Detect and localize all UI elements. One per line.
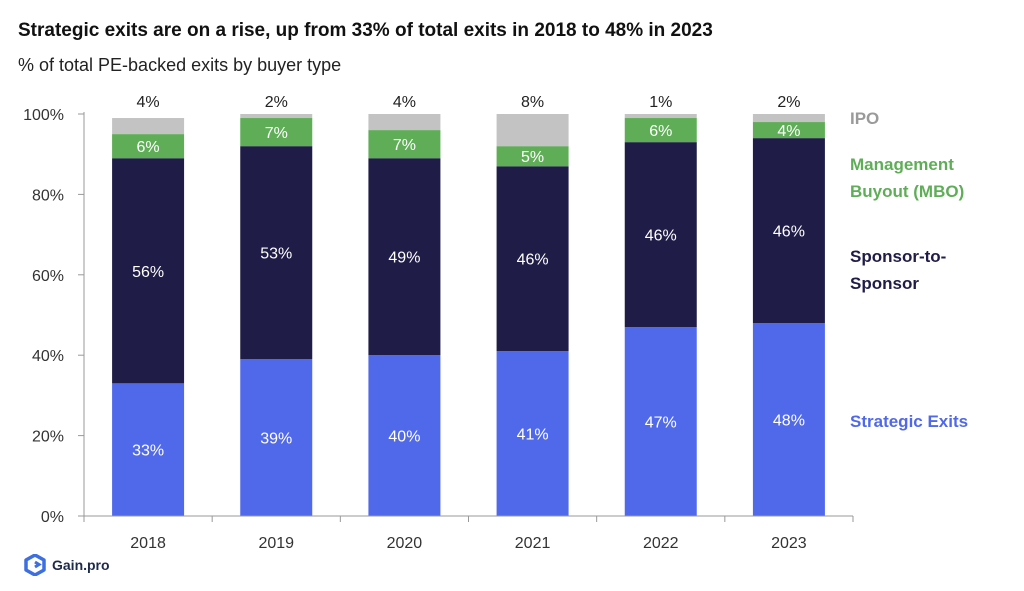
bar-segment: [496, 166, 569, 352]
data-label: 41%: [517, 427, 549, 444]
bar-segment: [624, 118, 697, 143]
data-label: 6%: [649, 123, 672, 140]
data-label: 49%: [388, 250, 420, 267]
data-label: 46%: [773, 224, 805, 241]
bar-segment: [368, 130, 441, 159]
y-tick-label: 60%: [32, 268, 64, 285]
bar-segment: [752, 323, 825, 516]
bar-segment: [368, 355, 441, 516]
data-label: 40%: [388, 429, 420, 446]
data-label: 47%: [645, 415, 677, 432]
y-tick-label: 40%: [32, 348, 64, 365]
bar-segment: [496, 146, 569, 167]
brand-name: Gain.pro: [52, 557, 110, 573]
data-label: 48%: [773, 413, 805, 430]
legend-label: Management: [850, 155, 954, 174]
chart-subtitle: % of total PE-backed exits by buyer type: [18, 55, 342, 75]
bar-segment: [624, 142, 697, 328]
x-tick-label: 2021: [515, 535, 551, 552]
data-label: 4%: [137, 94, 160, 111]
data-label: 7%: [265, 125, 288, 142]
bar-segment: [112, 118, 185, 135]
data-label: 1%: [649, 94, 672, 111]
data-label: 6%: [137, 139, 160, 156]
bar-segment: [240, 146, 313, 360]
legend-label: IPO: [850, 109, 879, 128]
legend-label: Sponsor: [850, 274, 919, 293]
y-tick-label: 0%: [41, 509, 64, 526]
y-tick-label: 20%: [32, 429, 64, 446]
y-tick-label: 100%: [23, 107, 64, 124]
legend-label: Strategic Exits: [850, 412, 968, 431]
x-tick-label: 2023: [771, 535, 807, 552]
bar-segment: [240, 118, 313, 147]
bar-segment: [752, 138, 825, 324]
brand-logo: Gain.pro: [24, 554, 110, 576]
legend-label: Sponsor-to-: [850, 247, 946, 266]
bar-segment: [496, 114, 569, 147]
bar-segment: [240, 359, 313, 516]
data-label: 53%: [260, 246, 292, 263]
data-label: 4%: [777, 123, 800, 140]
bar-segment: [752, 114, 825, 123]
gain-pro-logo-icon: [24, 554, 46, 576]
x-tick-label: 2022: [643, 535, 679, 552]
data-label: 2%: [265, 94, 288, 111]
legend-label: Buyout (MBO): [850, 182, 964, 201]
bar-segment: [496, 351, 569, 516]
x-tick-label: 2018: [130, 535, 166, 552]
bar-segment: [624, 114, 697, 119]
data-label: 56%: [132, 264, 164, 281]
x-tick-label: 2019: [258, 535, 294, 552]
data-label: 4%: [393, 94, 416, 111]
bar-segment: [112, 383, 185, 516]
data-label: 2%: [777, 94, 800, 111]
data-label: 5%: [521, 149, 544, 166]
bar-segment: [368, 114, 441, 131]
data-label: 7%: [393, 137, 416, 154]
bar-segment: [240, 114, 313, 119]
bar-segment: [112, 158, 185, 384]
y-tick-label: 80%: [32, 187, 64, 204]
chart-title: Strategic exits are on a rise, up from 3…: [18, 20, 713, 41]
bar-segment: [624, 327, 697, 516]
data-label: 39%: [260, 431, 292, 448]
data-label: 8%: [521, 94, 544, 111]
bar-segment: [752, 122, 825, 139]
bar-segment: [112, 134, 185, 159]
x-tick-label: 2020: [387, 535, 423, 552]
data-label: 46%: [517, 252, 549, 269]
bar-segment: [368, 158, 441, 356]
data-label: 33%: [132, 443, 164, 460]
data-label: 46%: [645, 228, 677, 245]
